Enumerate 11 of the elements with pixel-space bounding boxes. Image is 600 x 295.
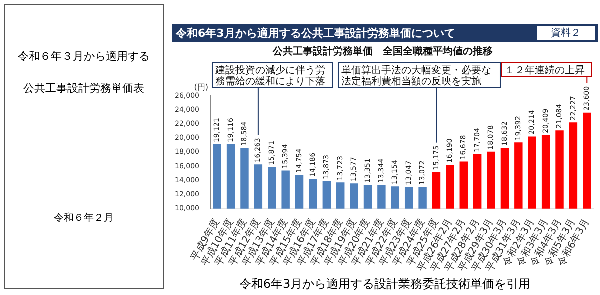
text: 令和６年２月 — [53, 212, 115, 225]
text: 公共工事設計労務単価表 — [22, 81, 146, 96]
text: １２年連続の上昇 — [505, 64, 585, 77]
chart-title: 公共工事設計労務単価 全国全職種平均値の推移 — [272, 46, 493, 58]
text: 建設投資の減少に伴う労務需給の緩和により下落 — [214, 64, 326, 88]
text: 単価算出手法の大幅変更・必要な法定福利費相当額の反映を実施 — [341, 64, 492, 88]
y-axis-title: (円) — [194, 83, 208, 92]
text: 資料２ — [537, 26, 595, 40]
chart-subtitle: 令和6年3月から適用する公共工事設計労務単価について — [175, 26, 456, 40]
text: 令和6年3月から適用する設計業務委託技術単価を引用 — [238, 276, 532, 293]
text: 令和６年３月から適用する — [17, 49, 151, 64]
